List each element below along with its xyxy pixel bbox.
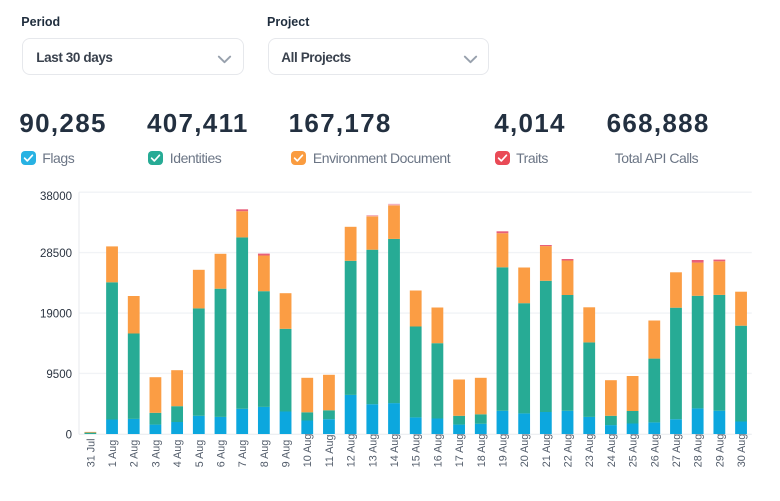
svg-text:11 Aug: 11 Aug <box>324 434 336 467</box>
svg-text:23 Aug: 23 Aug <box>584 434 596 468</box>
svg-text:6 Aug: 6 Aug <box>215 440 227 468</box>
svg-text:20 Aug: 20 Aug <box>519 434 531 468</box>
svg-text:13 Aug: 13 Aug <box>367 434 379 468</box>
svg-text:9 Aug: 9 Aug <box>281 440 293 468</box>
svg-text:1 Aug: 1 Aug <box>107 440 119 468</box>
svg-text:3 Aug: 3 Aug <box>150 440 162 468</box>
svg-text:29 Aug: 29 Aug <box>714 434 726 468</box>
svg-text:9500: 9500 <box>46 369 72 381</box>
svg-text:28 Aug: 28 Aug <box>693 434 705 468</box>
svg-text:0: 0 <box>66 429 72 441</box>
svg-text:7 Aug: 7 Aug <box>237 440 249 468</box>
svg-text:28500: 28500 <box>40 248 72 260</box>
svg-text:12 Aug: 12 Aug <box>346 434 358 468</box>
svg-text:25 Aug: 25 Aug <box>628 434 640 468</box>
svg-text:19 Aug: 19 Aug <box>497 434 509 468</box>
svg-text:27 Aug: 27 Aug <box>671 434 683 468</box>
svg-text:5 Aug: 5 Aug <box>194 440 206 468</box>
svg-text:19000: 19000 <box>40 308 72 320</box>
svg-text:16 Aug: 16 Aug <box>432 434 444 468</box>
svg-text:17 Aug: 17 Aug <box>454 434 466 468</box>
svg-text:8 Aug: 8 Aug <box>259 440 271 468</box>
svg-text:22 Aug: 22 Aug <box>563 434 575 468</box>
svg-text:15 Aug: 15 Aug <box>411 434 423 468</box>
svg-text:24 Aug: 24 Aug <box>606 434 618 468</box>
svg-text:2 Aug: 2 Aug <box>129 440 141 468</box>
svg-text:21 Aug: 21 Aug <box>541 434 553 468</box>
svg-text:10 Aug: 10 Aug <box>302 434 314 468</box>
svg-text:18 Aug: 18 Aug <box>476 434 488 468</box>
svg-text:14 Aug: 14 Aug <box>389 434 401 468</box>
svg-text:31 Jul: 31 Jul <box>85 438 97 467</box>
svg-text:4 Aug: 4 Aug <box>172 440 184 468</box>
svg-text:38000: 38000 <box>40 191 72 203</box>
svg-text:26 Aug: 26 Aug <box>649 434 661 468</box>
svg-text:30 Aug: 30 Aug <box>736 434 748 468</box>
